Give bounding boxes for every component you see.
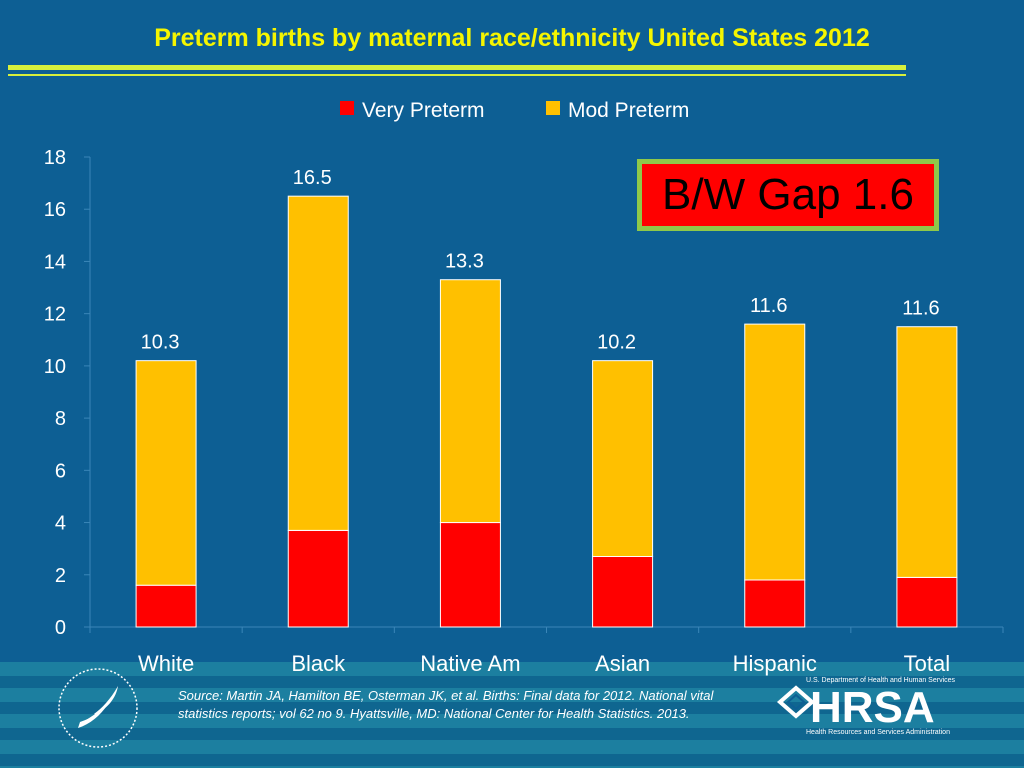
y-tick-label: 4 <box>55 513 66 535</box>
bw-gap-callout: B/W Gap 1.6 <box>637 159 939 231</box>
x-tick-label: Total <box>904 651 950 676</box>
bar-very-preterm <box>896 576 958 628</box>
y-tick-label: 14 <box>44 251 66 273</box>
bar-total-label: 13.3 <box>445 251 484 273</box>
hrsa-logo: U.S. Department of Health and Human Serv… <box>776 677 956 736</box>
legend-swatch-mod-preterm <box>546 101 560 115</box>
y-tick-label: 6 <box>55 460 66 482</box>
hrsa-knot-icon <box>776 685 816 719</box>
title-underline-thin <box>8 74 906 76</box>
x-tick-label: Black <box>291 651 346 676</box>
bar-very-preterm <box>592 556 654 628</box>
bar-very-preterm <box>744 579 806 628</box>
y-tick-label: 0 <box>55 617 66 639</box>
legend-label-mod-preterm: Mod Preterm <box>568 99 689 122</box>
x-tick-label: Asian <box>595 651 650 676</box>
bar-total-label: 11.6 <box>750 295 787 317</box>
hrsa-dept-text: U.S. Department of Health and Human Serv… <box>806 677 956 684</box>
hhs-eagle-logo <box>58 668 138 748</box>
bar-total-label: 10.3 <box>141 332 180 354</box>
x-tick-label: Hispanic <box>733 651 817 676</box>
bar-total-label: 10.2 <box>597 332 636 354</box>
bar-mod-preterm <box>135 360 197 586</box>
bar-very-preterm <box>287 529 349 628</box>
bar-very-preterm <box>439 522 501 628</box>
hrsa-tagline: Health Resources and Services Administra… <box>806 729 950 736</box>
y-tick-label: 16 <box>44 199 66 221</box>
y-tick-label: 8 <box>55 408 66 430</box>
bar-mod-preterm <box>592 360 654 557</box>
y-tick-label: 10 <box>44 356 66 378</box>
bar-chart: 0 2 4 6 8 10 12 14 16 18 10.3 White 16.5 Black 13.3 Nat… <box>44 99 1004 676</box>
y-tick-label: 12 <box>44 304 66 326</box>
bar-mod-preterm <box>896 326 958 578</box>
bar-very-preterm <box>135 584 197 628</box>
footer-stripes <box>0 662 1024 768</box>
legend-label-very-preterm: Very Preterm <box>362 99 485 122</box>
slide-title: Preterm births by maternal race/ethnicit… <box>154 24 870 52</box>
legend-swatch-very-preterm <box>340 101 354 115</box>
y-tick-label: 2 <box>55 565 66 587</box>
x-tick-label: White <box>138 651 194 676</box>
bar-mod-preterm <box>287 195 349 531</box>
bar-mod-preterm <box>439 279 501 524</box>
title-underline <box>8 65 906 70</box>
y-tick-label: 18 <box>44 147 66 169</box>
bar-total-label: 11.6 <box>902 298 939 320</box>
hrsa-wordmark: HRSA <box>810 683 935 732</box>
x-tick-label: Native Am <box>420 651 520 676</box>
source-citation: Source: Martin JA, Hamilton BE, Osterman… <box>178 688 714 721</box>
bar-mod-preterm <box>744 323 806 581</box>
bar-total-label: 16.5 <box>293 167 332 189</box>
